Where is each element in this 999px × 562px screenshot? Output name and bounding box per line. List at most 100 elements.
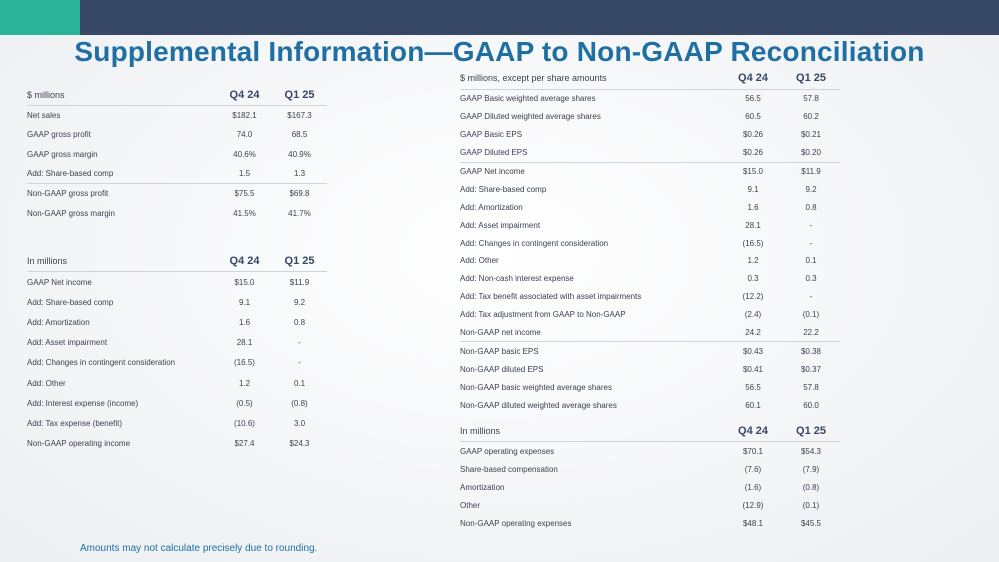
table-row: GAAP Net income $15.0 $11.9 (27, 272, 327, 292)
q1-25-value: 60.0 (803, 400, 819, 410)
q4-24-value: 74.0 (236, 130, 253, 140)
q4-24-value: 0.3 (747, 274, 759, 284)
accent-block (0, 0, 80, 35)
q1-25-value: $54.3 (800, 446, 822, 456)
q1-25-value: (7.9) (802, 464, 820, 474)
q1-25-value: $11.9 (289, 277, 310, 287)
q1-25-value: 57.8 (803, 94, 819, 104)
row-label: Non-GAAP basic EPS (460, 346, 539, 356)
q4-24-value: (12.2) (742, 292, 764, 302)
q1-25-value: 68.5 (291, 130, 308, 140)
row-label: Non-GAAP operating income (27, 439, 131, 449)
q4-24-value: (7.6) (744, 464, 762, 474)
q1-25-value: $0.20 (800, 148, 822, 158)
row-label: Non-GAAP diluted weighted average shares (460, 400, 617, 410)
table-row: Add: Asset impairment 28.1 - (460, 216, 840, 234)
opex-table: In millions Q4 24 Q1 25 GAAP operating e… (460, 421, 840, 532)
q1-25-value: 9.2 (805, 184, 817, 194)
table-row: Net sales $182.1 $167.3 (27, 106, 327, 125)
row-label: Net sales (27, 111, 61, 121)
eps-table: $ millions, except per share amounts Q4 … (460, 67, 840, 414)
row-label: GAAP operating expenses (460, 446, 555, 456)
q4-24-value: $70.1 (742, 446, 764, 456)
row-label: Add: Share-based comp (27, 169, 114, 179)
q4-24-value: $75.5 (234, 189, 255, 199)
q4-24-value: 60.5 (745, 112, 761, 122)
row-label: Add: Amortization (460, 202, 523, 212)
page-title: Supplemental Information—GAAP to Non-GAA… (74, 36, 925, 67)
table-row: Add: Interest expense (income) (0.5) (0.8) (27, 393, 327, 413)
table-row: Non-GAAP basic weighted average shares 56… (460, 378, 840, 396)
table-row: Non-GAAP net income 24.2 22.2 (460, 324, 840, 342)
q4-24-value: 60.1 (745, 400, 761, 410)
q1-25-value: 1.3 (293, 169, 306, 179)
q4-24-value: 1.2 (238, 378, 251, 388)
q1-25-value: $0.21 (800, 130, 822, 140)
table-row: Non-GAAP operating income $27.4 $24.3 (27, 434, 327, 454)
table-row: Add: Amortization 1.6 0.8 (460, 198, 840, 216)
row-label: Add: Non-cash interest expense (460, 274, 574, 284)
q4-24-value: 9.1 (238, 297, 251, 307)
q4-24-value: 24.2 (745, 328, 761, 338)
q4-24-value: (10.6) (234, 418, 255, 428)
table-row: Share-based compensation (7.6) (7.9) (460, 460, 840, 478)
q1-25-value: (0.1) (802, 310, 820, 320)
q4-24-value: 41.5% (233, 208, 256, 218)
table-row: Add: Non-cash interest expense 0.3 0.3 (460, 270, 840, 288)
q4-24-value: 56.5 (745, 94, 761, 104)
table-header: In millions Q4 24 Q1 25 (27, 251, 327, 272)
table-row: Add: Tax expense (benefit) (10.6) 3.0 (27, 413, 327, 433)
q4-24-value: (16.5) (234, 358, 255, 368)
q4-24-value: (1.6) (744, 482, 762, 492)
table-row: Add: Changes in contingent consideration… (27, 353, 327, 373)
row-label: Non-GAAP operating expenses (460, 518, 572, 528)
table-row: Add: Share-based comp 1.5 1.3 (27, 164, 327, 183)
row-label: Add: Tax benefit associated with asset i… (460, 292, 642, 302)
table-header: $ millions, except per share amounts Q4 … (460, 67, 840, 90)
top-banner (0, 0, 999, 35)
q1-25-value: - (809, 220, 813, 230)
row-label: Add: Tax expense (benefit) (27, 418, 123, 428)
row-label: GAAP Basic EPS (460, 130, 523, 140)
operating-income-table: In millions Q4 24 Q1 25 GAAP Net income $… (27, 251, 327, 454)
table-row: Non-GAAP gross profit $75.5 $69.8 (27, 183, 327, 203)
table-row: Non-GAAP operating expenses $48.1 $45.5 (460, 514, 840, 532)
row-label: Amortization (460, 482, 505, 492)
q1-25-value: $69.8 (289, 189, 310, 199)
q1-25-value: $45.5 (800, 518, 822, 528)
row-label: GAAP Diluted weighted average shares (460, 112, 601, 122)
q1-25-value: 9.2 (293, 297, 306, 307)
table-header: $ millions Q4 24 Q1 25 (27, 85, 327, 106)
row-label: Non-GAAP gross margin (27, 208, 115, 218)
row-label: Non-GAAP diluted EPS (460, 364, 544, 374)
q4-24-value: $0.26 (742, 148, 764, 158)
table-row: Add: Other 1.2 0.1 (27, 373, 327, 393)
q4-24-value: $27.4 (234, 439, 255, 449)
table-row: GAAP Basic EPS $0.26 $0.21 (460, 126, 840, 144)
row-label: Non-GAAP basic weighted average shares (460, 382, 612, 392)
q4-24-value: $0.43 (742, 346, 764, 356)
q1-25-value: 57.8 (803, 382, 819, 392)
row-label: Add: Changes in contingent consideration (460, 238, 609, 248)
table-row: Add: Asset impairment 28.1 - (27, 333, 327, 353)
q1-25-value: 3.0 (293, 418, 306, 428)
q4-24-value: 1.2 (747, 256, 759, 266)
row-label: Add: Tax adjustment from GAAP to Non-GAA… (460, 310, 626, 320)
q4-24-value: 28.1 (745, 220, 761, 230)
q1-25-value: 41.7% (288, 208, 311, 218)
row-label: Non-GAAP gross profit (27, 189, 109, 199)
q1-25-value: 0.1 (805, 256, 817, 266)
q4-24-value: 56.5 (745, 382, 761, 392)
q1-25-value: 0.8 (805, 202, 817, 212)
q4-24-value: $15.0 (234, 277, 255, 287)
q1-25-value: $11.9 (801, 167, 821, 176)
table-row: Add: Tax benefit associated with asset i… (460, 288, 840, 306)
row-label: GAAP Diluted EPS (460, 148, 528, 158)
table-row: Amortization (1.6) (0.8) (460, 478, 840, 496)
table-row: GAAP Diluted weighted average shares 60.5… (460, 108, 840, 126)
q4-24-value: (0.5) (236, 398, 253, 408)
row-label: Add: Amortization (27, 317, 90, 327)
q1-25-value: 0.3 (805, 274, 817, 284)
q4-24-value: $182.1 (232, 111, 257, 121)
row-label: Add: Asset impairment (27, 338, 108, 348)
